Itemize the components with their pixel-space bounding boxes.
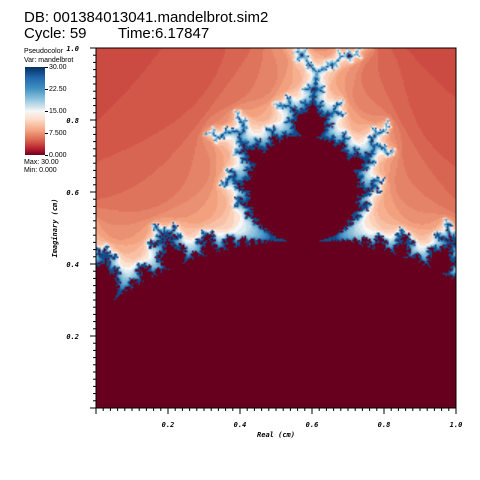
colorbar-label: 15.00 — [49, 108, 67, 115]
y-tick-label: 0.4 — [66, 261, 79, 269]
cycle-label: Cycle: 59 — [24, 25, 87, 42]
colorbar-label: 0.000 — [49, 152, 67, 159]
colorbar-tick — [45, 133, 48, 134]
y-tick-label: 0.6 — [66, 189, 79, 197]
x-tick-label: 0.6 — [306, 421, 319, 429]
heatmap-image — [96, 48, 456, 408]
legend-variable: Var: mandelbrot — [24, 57, 74, 64]
colorbar-tick — [45, 67, 48, 68]
colorbar-tick — [45, 155, 48, 156]
legend-title: Pseudocolor — [24, 48, 63, 55]
time-label: Time:6.17847 — [118, 25, 210, 42]
axis-ticks: 0.2 0.4 0.6 0.8 1.0 0.2 0.4 0.6 0.8 1.0 — [66, 45, 462, 429]
legend-max: Max: 30.00 — [24, 159, 59, 166]
x-tick-label: 1.0 — [450, 421, 463, 429]
x-tick-label: 0.8 — [378, 421, 391, 429]
x-tick-label: 0.4 — [234, 421, 247, 429]
y-tick-label: 0.8 — [66, 117, 79, 125]
colorbar — [25, 67, 45, 155]
colorbar-label: 7.500 — [49, 130, 67, 137]
y-tick-label: 1.0 — [66, 45, 79, 53]
legend-min: Min: 0.000 — [24, 167, 57, 174]
heatmap-raster — [96, 48, 456, 408]
colorbar-label: 22.50 — [49, 86, 67, 93]
y-axis-title: Imaginary (cm) — [51, 198, 59, 257]
colorbar-tick — [45, 111, 48, 112]
x-tick-label: 0.2 — [162, 421, 175, 429]
y-tick-label: 0.2 — [66, 333, 79, 341]
database-label: DB: 001384013041.mandelbrot.sim2 — [24, 9, 269, 26]
x-axis-title: Real (cm) — [257, 431, 295, 439]
colorbar-tick — [45, 89, 48, 90]
colorbar-label: 30.00 — [49, 64, 67, 71]
